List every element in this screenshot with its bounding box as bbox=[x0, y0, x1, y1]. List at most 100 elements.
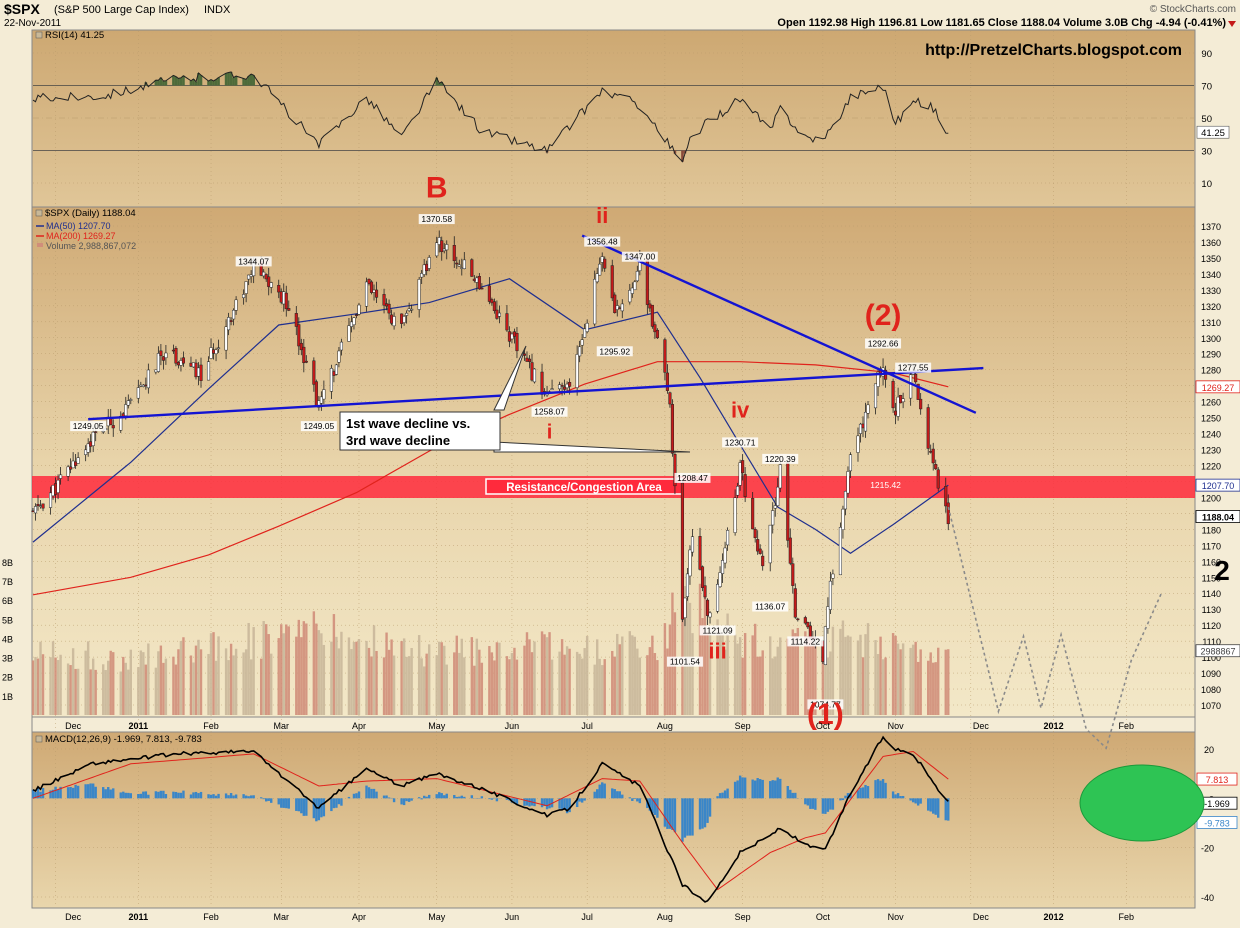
volume-bar bbox=[814, 645, 817, 715]
candle-down bbox=[194, 362, 198, 378]
candle-up bbox=[635, 271, 639, 282]
volume-bar bbox=[508, 659, 511, 715]
macd-histogram-bar bbox=[480, 796, 484, 799]
candle-up bbox=[768, 524, 772, 564]
candle-up bbox=[347, 325, 351, 342]
volume-bar bbox=[929, 652, 932, 715]
candle-down bbox=[806, 622, 810, 628]
volume-bar bbox=[841, 620, 845, 715]
volume-bar bbox=[563, 654, 566, 715]
candle-up bbox=[435, 242, 439, 257]
volume-bar bbox=[844, 636, 847, 715]
candle-down bbox=[74, 461, 78, 466]
volume-bar bbox=[774, 656, 777, 715]
candle-down bbox=[540, 371, 544, 395]
candle-up bbox=[337, 350, 341, 363]
macd-histogram-bar bbox=[297, 798, 301, 812]
volume-layer bbox=[31, 583, 950, 715]
candle-up bbox=[726, 530, 730, 546]
macd-histogram-bar bbox=[548, 798, 551, 809]
price-label: 1292.66 bbox=[868, 338, 899, 348]
macd-histogram-bar bbox=[192, 792, 195, 799]
macd-tick-label: -40 bbox=[1201, 893, 1214, 903]
volume-bar bbox=[638, 657, 642, 715]
volume-bar bbox=[224, 648, 228, 715]
candle-down bbox=[603, 258, 607, 269]
volume-bar bbox=[267, 634, 270, 715]
candle-down bbox=[111, 425, 115, 429]
candle-up bbox=[139, 384, 143, 387]
price-tick-label: 1240 bbox=[1201, 430, 1221, 440]
volume-bar bbox=[51, 641, 55, 715]
candle-up bbox=[510, 333, 514, 340]
volume-bar bbox=[866, 623, 870, 715]
candle-down bbox=[144, 384, 148, 387]
volume-bar bbox=[39, 641, 42, 715]
candle-down bbox=[515, 333, 519, 352]
price-tick-label: 1310 bbox=[1201, 318, 1221, 328]
macd-histogram-bar bbox=[400, 798, 403, 805]
price-label-bg bbox=[70, 421, 107, 432]
candle-down bbox=[944, 486, 948, 507]
macd-histogram-bar bbox=[545, 798, 549, 810]
candle-down bbox=[109, 418, 113, 425]
candle-up bbox=[262, 271, 266, 277]
candle-down bbox=[171, 349, 175, 352]
volume-tick-label: 5B bbox=[2, 615, 13, 625]
rsi-panel bbox=[31, 29, 1196, 208]
volume-bar bbox=[596, 639, 599, 715]
candle-down bbox=[894, 410, 898, 416]
legend-volume: Volume 2,988,867,072 bbox=[46, 241, 136, 251]
volume-bar bbox=[315, 623, 318, 715]
candle-up bbox=[685, 573, 690, 597]
price-label-bg bbox=[531, 406, 568, 417]
candle-down bbox=[613, 294, 617, 313]
x-axis-label: Nov bbox=[888, 721, 905, 731]
macd-histogram-bar bbox=[916, 798, 920, 806]
macd-histogram-bar bbox=[668, 798, 672, 829]
x-axis-label: Dec bbox=[65, 721, 82, 731]
macd-histogram-bar bbox=[267, 798, 270, 801]
macd-histogram-bar bbox=[177, 792, 180, 799]
volume-bar bbox=[884, 657, 887, 715]
macd-histogram-bar bbox=[280, 798, 283, 808]
candle-up bbox=[234, 299, 238, 311]
x-axis-label-bottom: Dec bbox=[973, 912, 990, 922]
price-label-bg bbox=[762, 453, 799, 464]
volume-bar bbox=[575, 651, 579, 715]
macd-histogram-bar bbox=[505, 798, 509, 800]
candle-up bbox=[445, 244, 449, 251]
macd-histogram-bar bbox=[31, 789, 35, 799]
macd-histogram-bar bbox=[638, 798, 642, 804]
macd-histogram-bar bbox=[919, 798, 922, 804]
volume-bar bbox=[422, 666, 426, 715]
volume-tick-label: 4B bbox=[2, 634, 13, 644]
moving-averages bbox=[32, 278, 949, 596]
macd-histogram-bar bbox=[212, 794, 215, 799]
macd-histogram-bar bbox=[392, 798, 396, 803]
volume-bar bbox=[214, 660, 218, 715]
macd-signal-line bbox=[32, 750, 949, 891]
volume-bar bbox=[417, 635, 421, 715]
candle-down bbox=[387, 303, 391, 314]
volume-bar bbox=[234, 648, 238, 715]
volume-bar bbox=[445, 664, 448, 715]
macd-histogram-bar bbox=[182, 790, 185, 799]
candle-up bbox=[334, 364, 338, 375]
macd-histogram-bar bbox=[701, 798, 704, 829]
macd-histogram-bar bbox=[51, 789, 55, 799]
candle-up bbox=[146, 369, 150, 389]
volume-bar bbox=[400, 641, 403, 715]
volume-bar bbox=[177, 649, 180, 715]
volume-bar bbox=[147, 643, 150, 715]
candle-up bbox=[823, 626, 827, 666]
volume-bar bbox=[94, 669, 97, 715]
candle-up bbox=[317, 400, 321, 408]
volume-bar bbox=[129, 649, 132, 715]
candle-down bbox=[374, 289, 379, 298]
volume-bar bbox=[911, 644, 915, 715]
price-label: 1136.07 bbox=[755, 602, 785, 612]
volume-bar bbox=[723, 649, 727, 715]
candle-up bbox=[866, 404, 870, 414]
volume-bar bbox=[663, 623, 667, 715]
